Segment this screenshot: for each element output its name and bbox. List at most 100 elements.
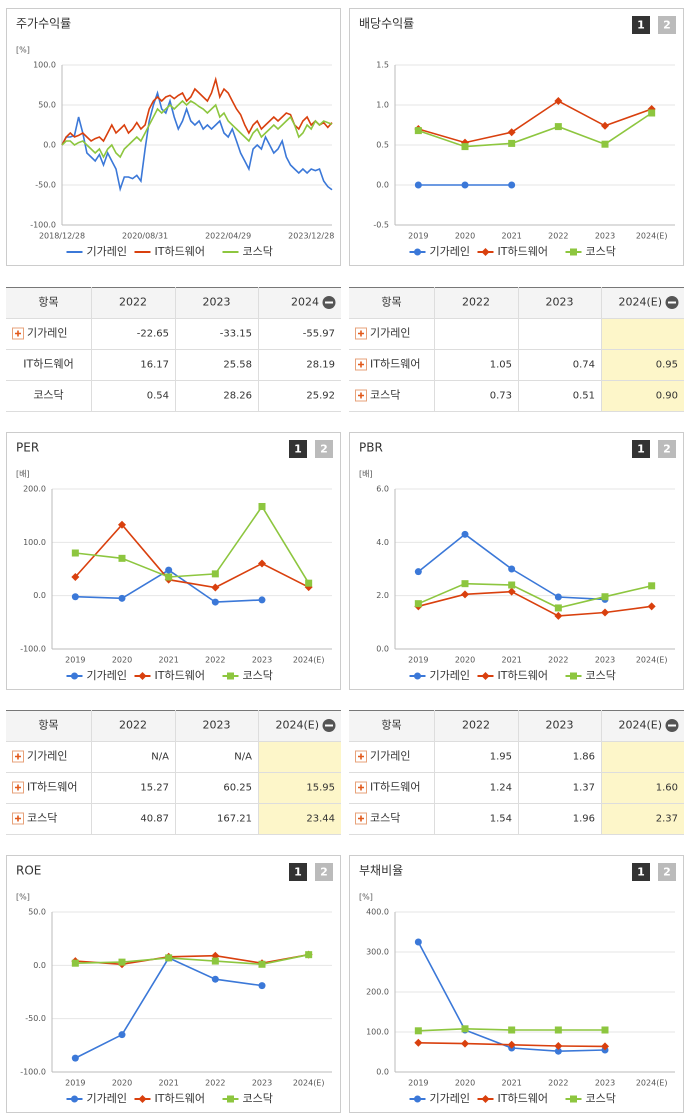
expand-icon-plus[interactable] — [358, 753, 364, 760]
cell-value: 60.25 — [223, 783, 252, 794]
tab-label[interactable]: 1 — [637, 19, 645, 32]
tab-label[interactable]: 1 — [637, 866, 645, 879]
table-header: 2022 — [119, 296, 147, 309]
tab-button[interactable] — [632, 863, 650, 881]
series-line — [418, 100, 652, 144]
y-tick-label: 1.5 — [376, 61, 389, 70]
data-point — [507, 1040, 516, 1049]
data-table: 항목 2022 2023 2024(E) 기가레인 1.95 1.86 IT하드웨어 1.24 1… — [349, 710, 684, 835]
panel-border — [349, 855, 684, 1113]
data-point — [601, 1042, 609, 1051]
tab-button[interactable] — [658, 863, 676, 881]
expand-icon-plus[interactable] — [15, 330, 21, 337]
row-name: 코스닥 — [370, 389, 400, 402]
cell-value: 28.26 — [223, 391, 252, 402]
collapse-icon-bar[interactable] — [325, 724, 333, 727]
tab-label[interactable]: 2 — [663, 443, 671, 456]
cell-value: 28.19 — [306, 360, 335, 371]
data-point — [118, 594, 126, 602]
tab-label[interactable]: 1 — [294, 443, 302, 456]
legend-label: IT하드웨어 — [155, 244, 205, 258]
data-point — [211, 957, 219, 965]
tab-label[interactable]: 2 — [320, 866, 328, 879]
data-point — [507, 128, 516, 137]
tab-button[interactable] — [289, 440, 307, 458]
tab-button[interactable] — [632, 440, 650, 458]
cell-value: 0.95 — [656, 360, 678, 371]
expand-icon-plus[interactable] — [358, 784, 364, 791]
y-axis-unit: [배] — [359, 470, 373, 479]
x-tick-label: 2024(E) — [636, 656, 668, 665]
legend-label: 기가레인 — [87, 1092, 127, 1105]
y-tick-label: -50.0 — [25, 1014, 46, 1023]
panel-border — [6, 855, 341, 1113]
table-header: 2023 — [546, 296, 574, 309]
cell-value: 1.24 — [490, 783, 512, 794]
tab-button[interactable] — [658, 440, 676, 458]
y-tick-label: -0.5 — [373, 221, 389, 230]
collapse-icon-bar[interactable] — [668, 724, 676, 727]
row-name: IT하드웨어 — [23, 357, 73, 371]
y-tick-label: 200.0 — [23, 485, 46, 494]
data-point — [258, 596, 266, 604]
x-tick-label: 2021 — [501, 656, 521, 665]
tab-label[interactable]: 2 — [663, 19, 671, 32]
row-name: IT하드웨어 — [370, 780, 420, 794]
tab-button[interactable] — [658, 16, 676, 34]
expand-icon-plus[interactable] — [358, 815, 364, 822]
legend-label: IT하드웨어 — [155, 1091, 205, 1105]
table-header: 항목 — [38, 719, 58, 732]
table-header: 2024(E) — [618, 296, 662, 309]
tab-button[interactable] — [315, 863, 333, 881]
y-tick-label: 0.5 — [376, 141, 389, 150]
data-point — [258, 502, 266, 510]
y-tick-label: -50.0 — [35, 181, 56, 190]
table-header-bg — [349, 287, 684, 318]
data-point — [211, 975, 219, 983]
x-tick-label: 2024(E) — [636, 1079, 668, 1088]
data-point — [211, 570, 219, 578]
tab-label[interactable]: 1 — [637, 443, 645, 456]
expand-icon-plus[interactable] — [358, 361, 364, 368]
expand-icon-plus[interactable] — [358, 330, 364, 337]
legend-label: 코스닥 — [586, 245, 616, 258]
tab-label[interactable]: 2 — [320, 443, 328, 456]
legend-label: 기가레인 — [87, 669, 127, 682]
x-tick-label: 2023 — [595, 232, 615, 241]
collapse-icon-bar[interactable] — [668, 301, 676, 304]
cell-value: 0.73 — [490, 391, 512, 402]
cell-value: -22.65 — [137, 329, 169, 340]
x-tick-label: 2020 — [455, 1079, 475, 1088]
chart-panel: 주가수익률 [%] -100.0 -50.0 0.0 50.0 100.0 2018/12/2… — [6, 8, 341, 266]
y-axis-unit: [%] — [16, 46, 30, 55]
data-point — [508, 139, 516, 147]
series-line — [75, 953, 309, 966]
tab-label[interactable]: 1 — [294, 866, 302, 879]
collapse-icon-bar[interactable] — [325, 301, 333, 304]
data-point — [165, 566, 173, 574]
table-header: 2023 — [546, 719, 574, 732]
expand-icon-plus[interactable] — [15, 753, 21, 760]
x-tick-label: 2022 — [548, 232, 568, 241]
tab-button[interactable] — [289, 863, 307, 881]
series-line — [75, 505, 310, 584]
legend-marker — [570, 1095, 577, 1103]
tab-button[interactable] — [315, 440, 333, 458]
tab-label[interactable]: 2 — [663, 866, 671, 879]
highlight-column — [601, 741, 684, 834]
expand-icon-plus[interactable] — [15, 784, 21, 791]
table-header-bg — [6, 710, 341, 741]
data-point — [258, 982, 266, 990]
tab-button[interactable] — [632, 16, 650, 34]
cell-value: 1.37 — [573, 783, 595, 794]
series-line — [61, 99, 333, 159]
expand-icon-plus[interactable] — [15, 815, 21, 822]
expand-icon-plus[interactable] — [358, 392, 364, 399]
data-point — [414, 1038, 423, 1047]
chart-title: ROE — [16, 864, 41, 878]
x-tick-label: 2019 — [65, 656, 85, 665]
x-tick-label: 2020 — [112, 656, 132, 665]
legend-label: 코스닥 — [243, 669, 273, 682]
data-point — [601, 140, 609, 148]
row-name: 기가레인 — [370, 327, 410, 340]
